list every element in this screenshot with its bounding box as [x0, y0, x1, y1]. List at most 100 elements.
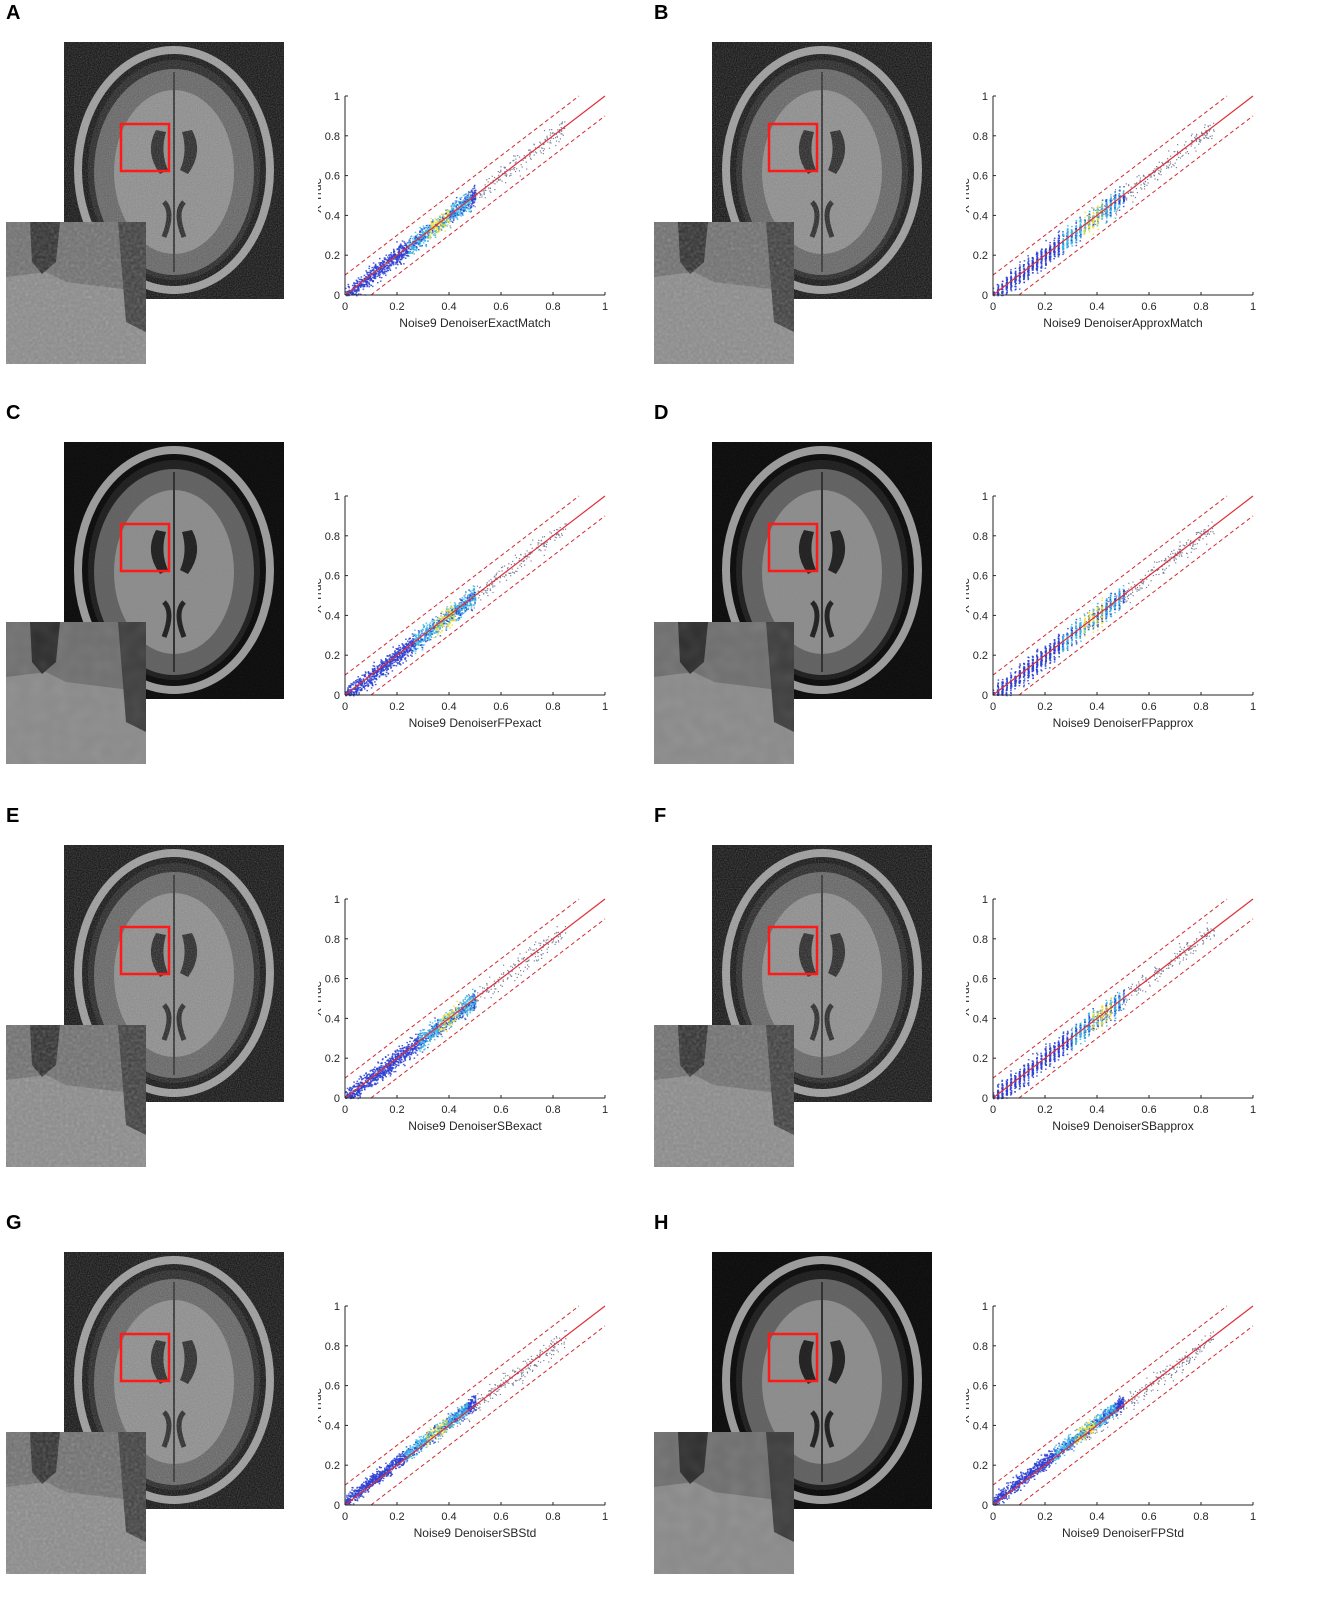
density-point [414, 633, 417, 636]
sparse-point [1124, 196, 1126, 198]
density-point [469, 602, 472, 605]
sparse-point [1130, 191, 1133, 193]
density-point [450, 614, 452, 616]
density-point [419, 641, 421, 643]
density-point [1019, 264, 1021, 266]
density-point [426, 229, 428, 232]
sparse-point [520, 164, 522, 166]
density-point [464, 607, 466, 610]
density-point [367, 678, 369, 681]
density-point [473, 187, 476, 189]
density-point [386, 665, 389, 668]
sparse-point [523, 559, 525, 562]
sparse-point [484, 189, 486, 191]
density-point [370, 278, 372, 281]
density-point [467, 196, 469, 199]
sparse-point [513, 572, 515, 574]
density-point [355, 691, 358, 693]
density-point [1058, 236, 1060, 238]
sparse-point [1204, 130, 1207, 132]
density-point [461, 613, 464, 615]
density-point [418, 240, 420, 242]
sparse-point [459, 602, 461, 604]
sparse-point [556, 533, 558, 535]
density-point [1070, 236, 1073, 238]
density-point [409, 245, 411, 248]
density-point [1036, 264, 1038, 266]
sparse-point [540, 152, 542, 154]
density-point [391, 653, 394, 655]
sparse-point [513, 563, 516, 565]
density-point [432, 223, 435, 225]
density-point [418, 632, 421, 634]
density-point [386, 663, 388, 665]
density-point [993, 291, 996, 293]
density-point [387, 665, 390, 668]
density-point [468, 210, 470, 212]
density-point [461, 209, 463, 211]
density-point [1005, 283, 1008, 285]
density-point [459, 210, 462, 212]
sparse-point [520, 554, 522, 556]
density-point [383, 257, 386, 259]
density-point [436, 628, 438, 630]
x-tick-label: 0 [342, 301, 348, 313]
density-point [1027, 277, 1030, 280]
density-point [404, 244, 406, 246]
density-point [471, 609, 473, 612]
density-point [1114, 205, 1116, 207]
density-point [399, 657, 402, 659]
sparse-point [506, 568, 509, 570]
sparse-point [517, 155, 519, 157]
density-point [441, 630, 443, 632]
density-point [451, 609, 454, 611]
density-point [1109, 215, 1112, 217]
density-point [388, 664, 390, 666]
density-point [409, 237, 412, 240]
sparse-point [497, 179, 500, 181]
sparse-point [492, 585, 494, 587]
density-point [441, 213, 443, 215]
sparse-point [550, 137, 552, 139]
density-point [381, 262, 384, 264]
density-point [367, 684, 370, 687]
density-point [419, 239, 422, 241]
density-point [1044, 250, 1047, 253]
sparse-point [519, 564, 521, 566]
density-point [1057, 240, 1060, 242]
density-point [362, 685, 364, 687]
sparse-point [467, 192, 469, 194]
density-point [385, 675, 388, 678]
density-point [374, 272, 376, 275]
density-point [408, 251, 410, 254]
sparse-point [483, 190, 485, 192]
density-point [437, 231, 440, 233]
density-point [1092, 209, 1095, 212]
density-point [436, 227, 439, 229]
density-point [374, 263, 377, 266]
sparse-point [1200, 139, 1202, 141]
density-point [364, 283, 367, 285]
density-point [394, 254, 397, 256]
density-point [401, 256, 403, 259]
density-point [402, 251, 404, 253]
density-point [1058, 248, 1060, 250]
density-point [429, 638, 432, 641]
sparse-point [1144, 180, 1146, 182]
density-point [421, 233, 424, 236]
density-point [395, 267, 397, 269]
density-point [379, 276, 381, 278]
density-point [413, 650, 415, 652]
sparse-point [530, 150, 532, 152]
sparse-point [1194, 137, 1196, 139]
density-point [435, 219, 438, 221]
density-point [455, 619, 458, 622]
density-point [441, 226, 443, 228]
density-point [1040, 251, 1043, 254]
density-point [373, 268, 375, 270]
sparse-point [534, 147, 537, 149]
density-point [460, 606, 462, 609]
density-point [997, 293, 999, 295]
density-point [457, 214, 460, 216]
sparse-point [1130, 195, 1132, 197]
